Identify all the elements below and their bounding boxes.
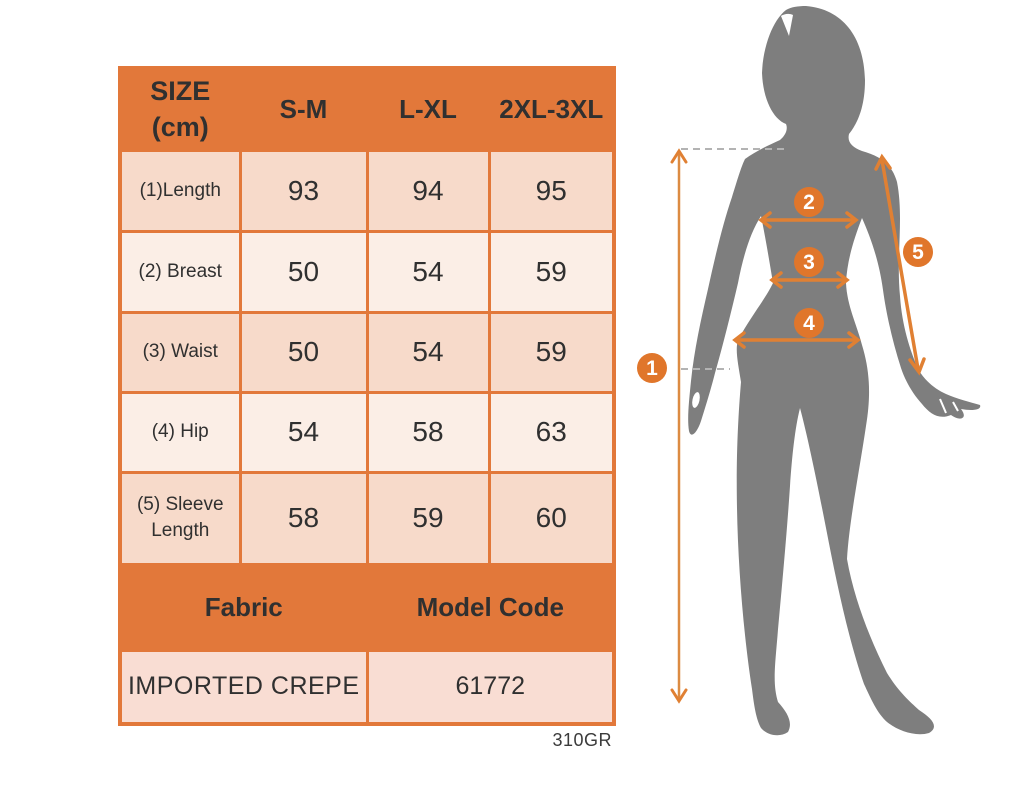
hair-notch [781,13,793,36]
table-row-waist: (3) Waist 50 54 59 [118,310,616,394]
hip-2xl3xl: 63 [487,390,616,474]
size-chart-table: SIZE (cm) S-M L-XL 2XL-3XL (1)Length 93 … [118,66,616,726]
hip-sm: 54 [238,390,369,474]
row-label-hip: (4) Hip [118,390,242,474]
measurement-marker-4: 4 [794,308,824,338]
measurement-marker-5: 5 [903,237,933,267]
body-silhouette [688,6,981,736]
marker-4-label: 4 [803,312,815,335]
row-label-waist: (3) Waist [118,310,242,394]
breast-arrow [758,211,859,229]
table-row-sleeve-length: (5) Sleeve Length 58 59 60 [118,470,616,566]
table-row-length: (1)Length 93 94 95 [118,148,616,233]
sleeve-lxl: 59 [365,470,491,566]
product-weight-note: 310GR [552,730,612,750]
length-lxl: 94 [365,148,491,233]
hand-gap [692,392,700,408]
header-col-2xl3xl: 2XL-3XL [487,66,616,152]
waist-2xl3xl: 59 [487,310,616,394]
finger-lines [939,398,959,414]
fabric-value: IMPORTED CREPE [118,648,369,726]
sleeve-arrow [874,153,926,376]
marker-2-label: 2 [803,191,815,214]
length-sm: 93 [238,148,369,233]
model-code-value: 61772 [365,648,616,726]
sleeve-2xl3xl: 60 [487,470,616,566]
size-table-header-row: SIZE (cm) S-M L-XL 2XL-3XL [118,66,616,152]
table-footer-header-row: Fabric Model Code [118,562,616,652]
row-label-length: (1)Length [118,148,242,233]
sleeve-sm: 58 [238,470,369,566]
breast-sm: 50 [238,229,369,314]
breast-lxl: 54 [365,229,491,314]
body-measurement-diagram: 1 2 3 4 5 [637,6,981,736]
row-label-sleeve-length: (5) Sleeve Length [118,470,242,566]
size-chart: SIZE (cm) S-M L-XL 2XL-3XL (1)Length 93 … [118,66,616,726]
header-col-lxl: L-XL [365,66,491,152]
hip-arrow [732,331,861,349]
model-code-header: Model Code [365,562,616,652]
waist-lxl: 54 [365,310,491,394]
header-size-cm: SIZE (cm) [118,66,242,152]
breast-2xl3xl: 59 [487,229,616,314]
table-row-breast: (2) Breast 50 54 59 [118,229,616,314]
marker-1-label: 1 [646,357,658,380]
hip-lxl: 58 [365,390,491,474]
measurement-marker-2: 2 [794,187,824,217]
row-label-breast: (2) Breast [118,229,242,314]
table-row-hip: (4) Hip 54 58 63 [118,390,616,474]
header-col-sm: S-M [238,66,369,152]
measurement-marker-1: 1 [637,353,667,383]
fabric-header: Fabric [118,562,369,652]
waist-arrow [769,271,850,289]
measurement-marker-3: 3 [794,247,824,277]
length-arrowheads [670,148,688,704]
table-footer-data-row: IMPORTED CREPE 61772 [118,648,616,726]
marker-5-label: 5 [912,241,924,264]
waist-sm: 50 [238,310,369,394]
length-2xl3xl: 95 [487,148,616,233]
marker-3-label: 3 [803,251,815,274]
